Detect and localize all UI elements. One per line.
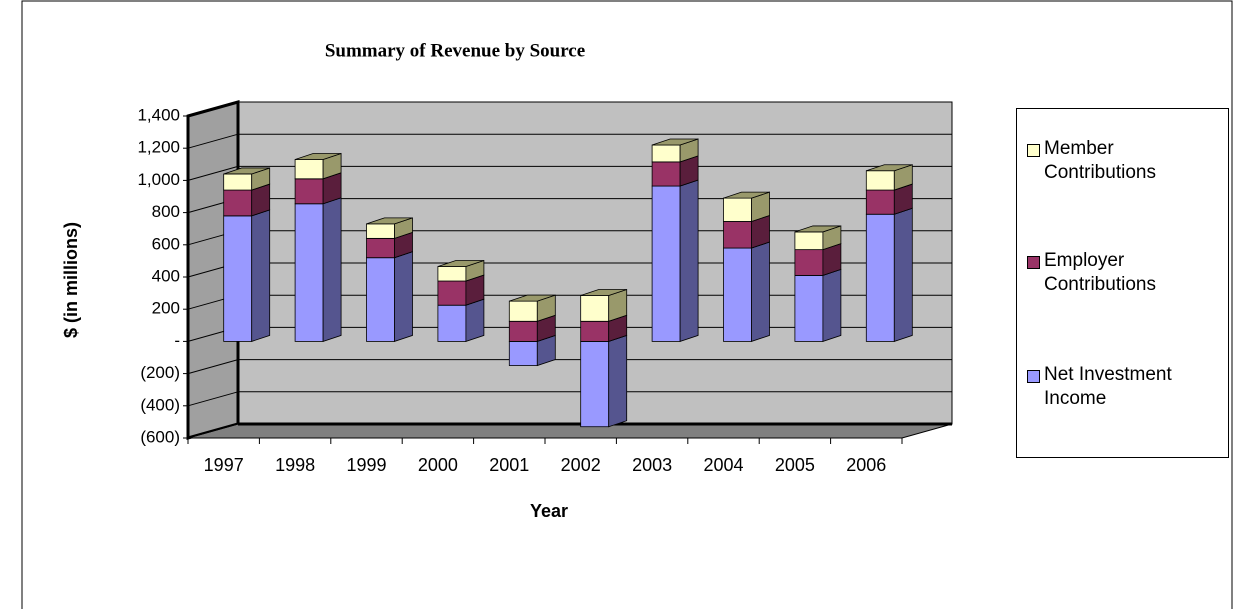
bar-top xyxy=(651,138,699,146)
bar-segment xyxy=(865,189,895,215)
bar-segment xyxy=(508,340,538,366)
bar-side xyxy=(322,197,342,342)
bar-segment xyxy=(508,300,538,322)
y-tick-label: 600 xyxy=(152,234,180,253)
bar-segment xyxy=(651,144,681,163)
y-tick-label: 800 xyxy=(152,202,180,221)
bar-segment xyxy=(437,280,467,306)
bar-segment xyxy=(437,304,467,342)
legend-item: Member Contributions xyxy=(1027,137,1222,185)
legend-swatch xyxy=(1027,370,1040,383)
bar-segment xyxy=(580,320,610,342)
grid-line-side xyxy=(187,101,239,117)
bar-segment xyxy=(223,189,253,217)
y-tick-label: 400 xyxy=(152,266,180,285)
legend-item: Net Investment Income xyxy=(1027,363,1222,411)
y-axis-title: $ (in millions) xyxy=(61,222,81,338)
bar-segment xyxy=(651,161,681,187)
bar-top xyxy=(580,289,627,296)
legend-swatch xyxy=(1027,256,1040,269)
bar-segment xyxy=(223,173,253,191)
chart-title: Summary of Revenue by Source xyxy=(325,40,585,61)
y-tick-label: 1,200 xyxy=(137,138,180,157)
bar-segment xyxy=(437,266,467,282)
bar-segment xyxy=(723,197,752,222)
bar-top xyxy=(294,153,342,160)
grid-line-side xyxy=(187,391,239,407)
legend-swatch xyxy=(1027,144,1040,157)
x-tick-label: 2002 xyxy=(561,455,601,475)
plot-floor xyxy=(187,423,953,439)
grid-line-side xyxy=(187,359,239,375)
bar-side xyxy=(465,298,485,342)
bar-segment xyxy=(865,170,895,191)
bar-top xyxy=(509,294,556,302)
bar-top xyxy=(366,217,413,225)
bar-side xyxy=(679,179,699,342)
x-axis-title: Year xyxy=(530,501,568,521)
legend-item: Employer Contributions xyxy=(1027,249,1222,297)
y-tick-label: (200) xyxy=(140,363,180,382)
legend-label: Member Contributions xyxy=(1044,138,1156,183)
grid-line-side xyxy=(187,133,239,149)
bar-top xyxy=(794,225,842,233)
legend: Member Contributions Employer Contributio… xyxy=(1016,108,1229,458)
x-tick-label: 2006 xyxy=(846,455,886,475)
bar-segment xyxy=(294,178,324,205)
bar-segment xyxy=(366,237,395,259)
bar-segment xyxy=(794,231,824,251)
x-tick-label: 2005 xyxy=(775,455,815,475)
bar-segment xyxy=(865,213,895,342)
bar-side xyxy=(608,334,628,428)
x-tick-label: 2004 xyxy=(703,455,743,475)
y-tick-label: 1,000 xyxy=(137,170,180,189)
bar-segment xyxy=(580,340,610,428)
x-tick-label: 2000 xyxy=(418,455,458,475)
bar-top xyxy=(866,164,913,172)
bar-segment xyxy=(723,221,752,249)
bar-segment xyxy=(651,185,681,342)
legend-label: Net Investment Income xyxy=(1044,364,1172,409)
bar-top xyxy=(437,260,485,267)
x-tick-label: 1997 xyxy=(204,455,244,475)
y-tick-label: 200 xyxy=(152,299,180,318)
y-tick-label: - xyxy=(174,331,180,350)
bar-side xyxy=(251,209,271,342)
bar-top xyxy=(723,191,770,199)
x-tick-label: 2001 xyxy=(489,455,529,475)
bar-segment xyxy=(794,249,824,276)
bar-segment xyxy=(580,295,610,322)
bar-segment xyxy=(794,274,824,342)
bar-side xyxy=(822,268,842,342)
x-tick-label: 2003 xyxy=(632,455,672,475)
x-tick-label: 1999 xyxy=(346,455,386,475)
bar-segment xyxy=(294,159,324,180)
bar-segment xyxy=(366,257,395,342)
bar-segment xyxy=(366,223,395,239)
legend-label: Employer Contributions xyxy=(1044,250,1156,295)
bar-segment xyxy=(294,203,324,342)
y-tick-label: (600) xyxy=(140,427,180,446)
grid-line-side xyxy=(187,165,239,181)
bar-segment xyxy=(723,247,752,342)
bar-segment xyxy=(223,215,253,342)
bar-segment xyxy=(508,320,538,342)
y-tick-label: (400) xyxy=(140,395,180,414)
bar-top xyxy=(223,167,270,175)
y-tick-label: 1,400 xyxy=(137,105,180,124)
grid-line-side xyxy=(187,423,239,439)
bar-side xyxy=(751,241,770,342)
bar-side xyxy=(394,251,413,342)
bar-side xyxy=(893,207,913,342)
x-tick-label: 1998 xyxy=(275,455,315,475)
